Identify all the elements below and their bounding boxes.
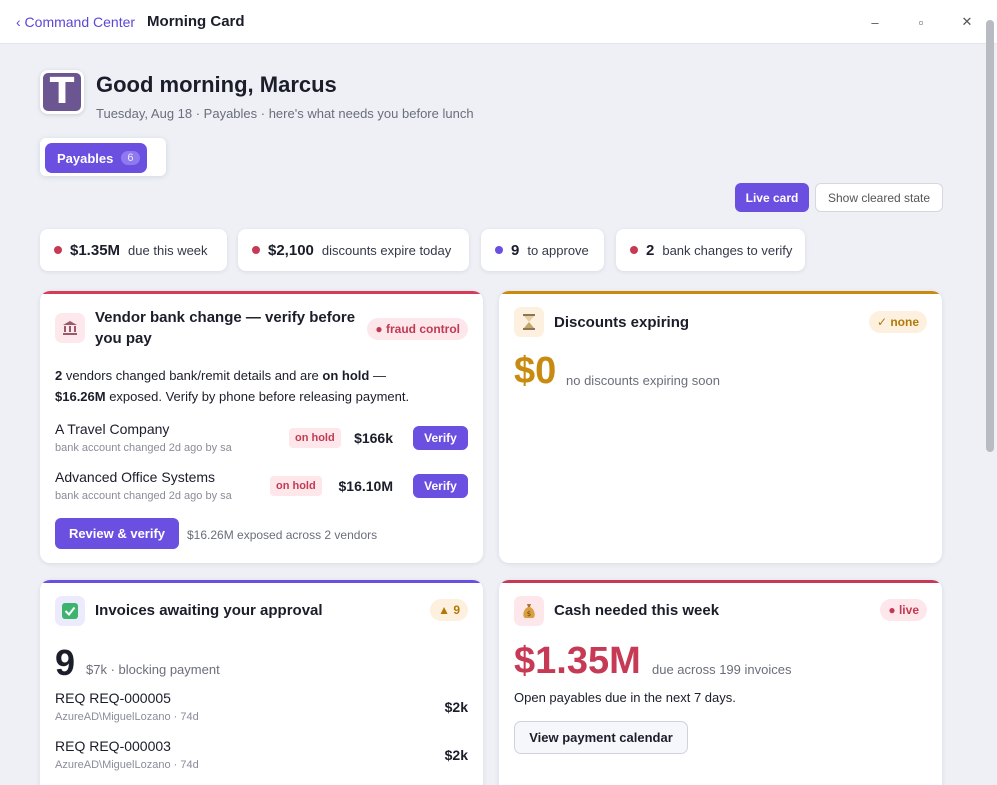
none-badge: ✓ none: [868, 311, 927, 333]
tab-count-badge: 6: [121, 151, 140, 165]
approval-count-badge: ▲ 9: [430, 599, 468, 621]
back-link-command-center[interactable]: ‹ Command Center: [16, 13, 136, 30]
card-accent-bar: [499, 291, 942, 294]
card-title-line: Vendor bank change — verify before: [95, 309, 356, 326]
vendor-bank-change-card: Vendor bank change — verify before you p…: [40, 291, 483, 563]
summary-text: —: [369, 368, 386, 383]
vendor-change-note: bank account changed 2d ago by sa: [55, 442, 232, 454]
title-bar: ‹ Command Center Morning Card – ▫ ✕: [0, 0, 997, 44]
review-and-verify-button[interactable]: Review & verify: [55, 518, 179, 549]
card-accent-bar: [499, 580, 942, 583]
cash-description: Open payables due in the next 7 days.: [514, 690, 736, 705]
discounts-expiring-card: Discounts expiring ✓ none $0 no discount…: [499, 291, 942, 563]
kpi-to-approve[interactable]: 9 to approve: [481, 229, 604, 271]
invoices-approval-card: Invoices awaiting your approval ▲ 9 9 $7…: [40, 580, 483, 785]
invoice-submitter: AzureAD\MiguelLozano · 74d: [55, 759, 199, 771]
kpi-value: $1.35M: [70, 241, 121, 259]
vendor-amount: $166k: [354, 430, 393, 446]
status-dot: [495, 246, 503, 254]
summary-text: vendors changed bank/remit details and a…: [62, 368, 323, 383]
invoice-submitter: AzureAD\MiguelLozano · 74d: [55, 711, 199, 723]
kpi-label: due this week: [128, 242, 208, 258]
window-controls: – ▫ ✕: [867, 0, 975, 44]
live-badge: ● live: [880, 599, 927, 621]
fraud-control-badge: ● fraud control: [367, 318, 468, 340]
cash-needed-card: $ Cash needed this week ● live $1.35M du…: [499, 580, 942, 785]
page-title: Good morning, Marcus: [96, 72, 337, 97]
card-title: Cash needed this week: [554, 602, 720, 619]
live-card-button[interactable]: Live card: [735, 183, 809, 212]
kpi-value: $2,100: [268, 241, 314, 259]
kpi-due-this-week[interactable]: $1.35M due this week: [40, 229, 227, 271]
view-payment-calendar-button[interactable]: View payment calendar: [514, 721, 688, 754]
invoice-amount: $2k: [444, 747, 468, 763]
page-header: T Good morning, Marcus Tuesday, Aug 18 ·…: [40, 70, 474, 121]
kpi-value: 2: [646, 241, 655, 259]
invoice-amount: $2k: [444, 699, 468, 715]
card-title: Invoices awaiting your approval: [95, 602, 323, 619]
verify-button[interactable]: Verify: [413, 426, 468, 450]
kpi-bank-changes[interactable]: 2 bank changes to verify: [616, 229, 805, 271]
page-subtitle: Tuesday, Aug 18 · Payables · here's what…: [96, 106, 474, 121]
vendor-name: Advanced Office Systems: [55, 469, 216, 485]
summary-amount: $16.26M: [55, 389, 106, 404]
status-dot: [54, 246, 62, 254]
kpi-discounts-expire[interactable]: $2,100 discounts expire today: [238, 229, 469, 271]
discounts-note: no discounts expiring soon: [566, 373, 720, 388]
window-title: Morning Card: [147, 13, 245, 30]
status-dot: [630, 246, 638, 254]
card-title-line: you pay: [95, 330, 152, 347]
cash-value: $1.35M: [514, 640, 641, 682]
money-bag-icon: $: [514, 596, 544, 626]
verify-button[interactable]: Verify: [413, 474, 468, 498]
summary-hold: on hold: [322, 368, 370, 383]
card-title: Discounts expiring: [554, 314, 690, 331]
hourglass-icon: [514, 307, 544, 337]
scrollbar[interactable]: [986, 20, 994, 452]
vendor-amount: $16.10M: [338, 478, 393, 494]
kpi-label: bank changes to verify: [662, 242, 793, 258]
vendor-name: A Travel Company: [55, 421, 170, 437]
kpi-label: to approve: [527, 242, 589, 258]
vendor-summary: 2 vendors changed bank/remit details and…: [55, 365, 475, 407]
minimize-icon[interactable]: –: [871, 14, 879, 30]
checkbox-icon: [55, 596, 85, 626]
tab-payables[interactable]: Payables 6: [45, 143, 147, 173]
invoice-id: REQ REQ-000005: [55, 690, 171, 706]
on-hold-badge: on hold: [289, 428, 341, 448]
card-accent-bar: [40, 580, 483, 583]
discounts-value: $0: [514, 350, 557, 392]
summary-text: exposed. Verify by phone before releasin…: [105, 389, 410, 404]
exposure-footnote: $16.26M exposed across 2 vendors: [187, 528, 378, 542]
logo-letter: T: [49, 71, 75, 112]
company-logo: T: [40, 70, 84, 114]
tab-bar: Payables 6: [40, 138, 166, 176]
tab-label: Payables: [57, 150, 114, 166]
status-dot: [252, 246, 260, 254]
cash-note: due across 199 invoices: [652, 662, 792, 677]
greeting-block: Good morning, Marcus Tuesday, Aug 18 · P…: [96, 70, 474, 121]
bank-icon: [55, 313, 85, 343]
on-hold-badge: on hold: [270, 476, 322, 496]
maximize-icon[interactable]: ▫: [918, 14, 924, 30]
invoices-note: $7k · blocking payment: [86, 662, 220, 677]
invoice-id: REQ REQ-000003: [55, 738, 171, 754]
card-accent-bar: [40, 291, 483, 294]
vendor-change-note: bank account changed 2d ago by sa: [55, 490, 232, 502]
show-cleared-state-button[interactable]: Show cleared state: [815, 183, 943, 212]
close-icon[interactable]: ✕: [961, 14, 973, 29]
summary-count: 2: [55, 368, 63, 383]
svg-text:$: $: [527, 610, 531, 618]
card-title: Vendor bank change — verify before you p…: [95, 307, 355, 349]
kpi-value: 9: [511, 241, 520, 259]
invoices-count: 9: [55, 642, 76, 683]
kpi-label: discounts expire today: [321, 242, 452, 258]
